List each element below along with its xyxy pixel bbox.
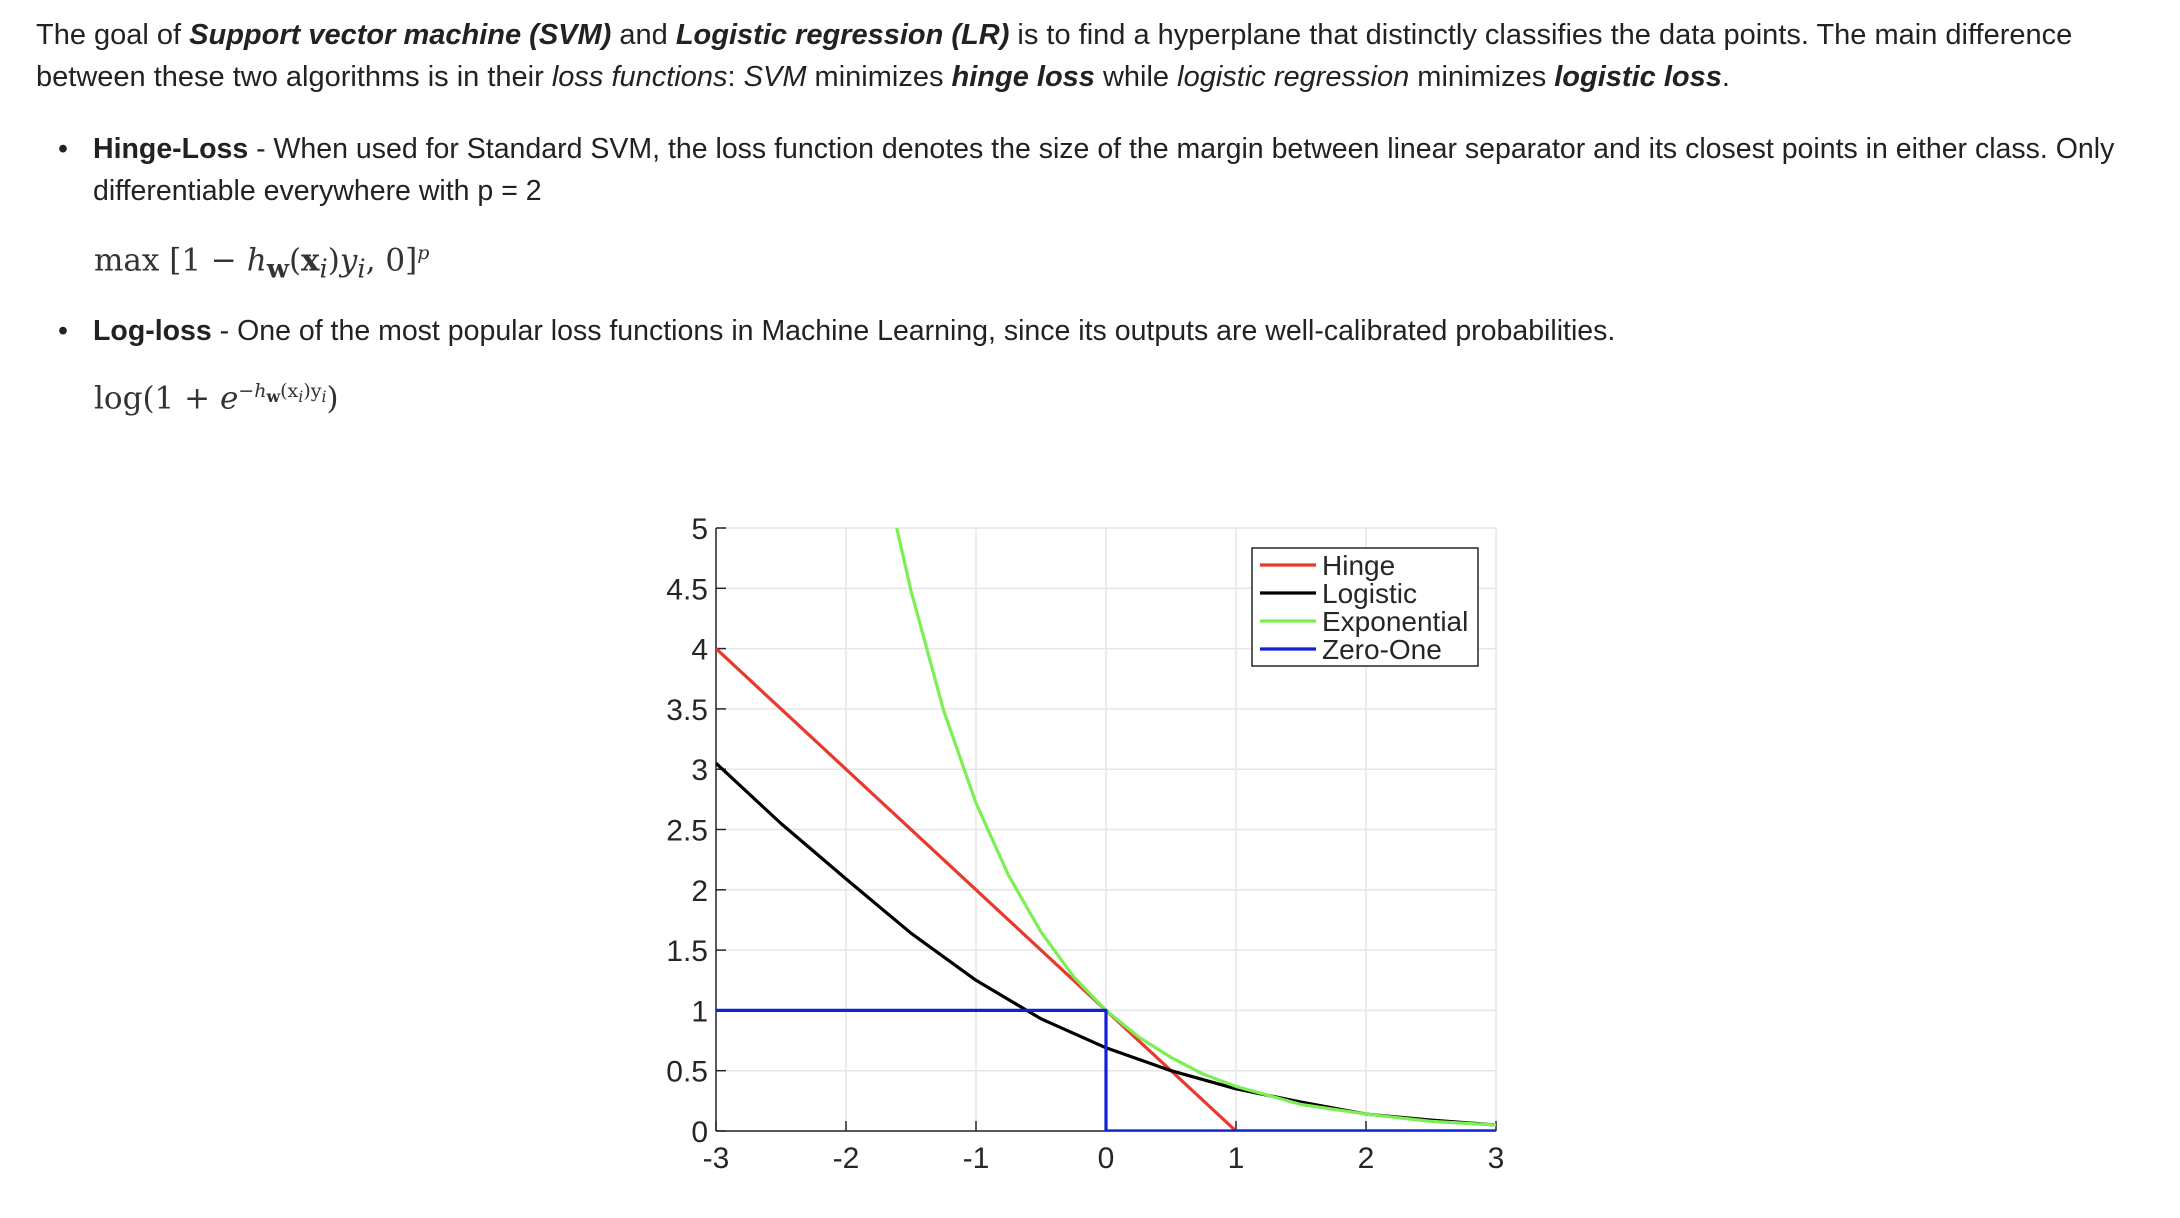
formula-exponent: −h	[238, 380, 267, 402]
intro-text: The goal of	[36, 19, 190, 51]
formula-part: )	[327, 242, 340, 279]
y-tick-label: 0.5	[666, 1056, 708, 1089]
formula-exponent: p	[417, 242, 430, 264]
legend-label-zero-one: Zero-One	[1322, 634, 1442, 665]
formula-exponent: (x	[280, 380, 299, 402]
intro-paragraph: The goal of Support vector machine (SVM)…	[36, 14, 2146, 98]
formula-subscript: w	[266, 386, 281, 406]
formula-part: (	[288, 242, 302, 279]
x-tick-label: -3	[703, 1142, 730, 1175]
intro-text: while	[1094, 61, 1178, 93]
loss-definition-list: • Log-loss - One of the most popular los…	[36, 310, 2146, 352]
intro-text: and	[611, 19, 676, 51]
formula-subscript: i	[319, 254, 328, 285]
series-line-hinge	[716, 647, 1496, 1131]
formula-max: max	[94, 242, 160, 279]
x-tick-label: 2	[1358, 1142, 1375, 1175]
legend-label-exponential: Exponential	[1322, 606, 1468, 637]
intro-text: .	[1721, 61, 1730, 93]
bullet-icon: •	[58, 133, 68, 165]
hinge-loss-description: - When used for Standard SVM, the loss f…	[93, 133, 2115, 207]
svm-term: Support vector machine (SVM)	[189, 19, 612, 51]
loss-function-chart: -3 -2 -1 0 1 2 3 0 0.5 1 1.5 2 2.5 3 3.5 4 4.5 5 HingeLogi…	[666, 513, 1505, 1175]
y-tick-label: 4.5	[666, 573, 708, 606]
x-tick-label: -1	[963, 1142, 990, 1175]
bullet-icon: •	[58, 315, 68, 347]
formula-subscript: i	[298, 386, 304, 406]
legend-label-logistic: Logistic	[1322, 578, 1417, 609]
formula-log: log	[94, 380, 143, 417]
intro-text: is to find a hyperplane that distinctly …	[36, 19, 2073, 93]
series-line-zero-one	[716, 1008, 1496, 1131]
formula-subscript: w	[266, 254, 289, 285]
x-tick-label: -2	[833, 1142, 860, 1175]
legend-box	[1251, 547, 1479, 667]
formula-part: [1 −	[169, 242, 247, 279]
formula-subscript: i	[357, 254, 366, 285]
svm-abbr-term: SVM	[743, 61, 807, 93]
y-tick-label: 5	[691, 513, 708, 546]
list-item-log-loss: • Log-loss - One of the most popular los…	[36, 310, 2146, 352]
formula-part: h	[246, 242, 267, 279]
intro-text: :	[727, 61, 744, 93]
formula-part: e	[219, 380, 239, 417]
loss-functions-term: loss functions	[551, 61, 728, 93]
logistic-loss-term: logistic loss	[1554, 61, 1722, 93]
formula-subscript: i	[321, 386, 327, 406]
intro-text: minimizes	[1409, 61, 1555, 93]
legend-label-hinge: Hinge	[1322, 550, 1395, 581]
x-tick-label: 1	[1228, 1142, 1245, 1175]
series-line-exponential	[895, 528, 1496, 1127]
formula-exponent: )y	[303, 380, 322, 402]
hinge-loss-formula: max [1 − hw(xi)yi, 0]p	[94, 242, 2146, 292]
y-tick-label: 1.5	[666, 935, 708, 968]
log-loss-heading: Log-loss	[93, 315, 212, 347]
y-tick-label: 4	[691, 634, 708, 667]
y-tick-label: 2.5	[666, 815, 708, 848]
formula-part: x	[301, 242, 320, 279]
formula-part: (1 +	[142, 380, 220, 417]
lr-term: Logistic regression (LR)	[675, 19, 1010, 51]
intro-text: minimizes	[806, 61, 952, 93]
y-tick-label: 0	[691, 1116, 708, 1149]
list-item-hinge-loss: • Hinge-Loss - When used for Standard SV…	[36, 128, 2146, 212]
y-tick-label: 3.5	[666, 694, 708, 727]
article-body: The goal of Support vector machine (SVM)…	[36, 14, 2146, 430]
loss-definition-list: • Hinge-Loss - When used for Standard SV…	[36, 128, 2146, 212]
x-tick-label: 0	[1098, 1142, 1115, 1175]
formula-part: , 0]	[365, 242, 418, 279]
hinge-loss-heading: Hinge-Loss	[93, 133, 249, 165]
formula-part: y	[339, 242, 358, 279]
formula-part: )	[326, 380, 339, 417]
hinge-loss-term: hinge loss	[951, 61, 1095, 93]
log-loss-formula: log(1 + e−hw(xi)yi)	[94, 380, 2146, 430]
y-tick-label: 2	[691, 875, 708, 908]
logistic-regression-term: logistic regression	[1177, 61, 1410, 93]
x-tick-label: 3	[1488, 1142, 1505, 1175]
y-tick-label: 3	[691, 754, 708, 787]
y-tick-label: 1	[691, 995, 708, 1028]
log-loss-description: - One of the most popular loss functions…	[211, 315, 1616, 347]
